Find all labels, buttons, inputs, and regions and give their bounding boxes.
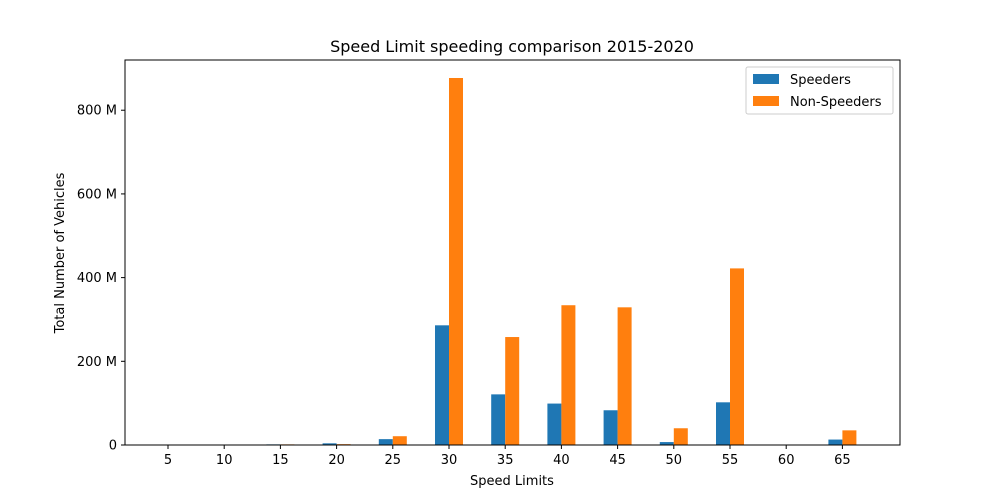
bar-non-speeders-65 xyxy=(842,430,857,445)
x-tick-label-35: 35 xyxy=(497,453,514,468)
bar-speeders-40 xyxy=(547,403,562,445)
bar-speeders-55 xyxy=(716,402,730,445)
y-tick-label-400: 400 M xyxy=(77,271,117,286)
legend-label-non-speeders: Non-Speeders xyxy=(790,95,882,110)
y-tick-label-0: 0 xyxy=(109,439,117,454)
bar-non-speeders-45 xyxy=(617,307,632,445)
y-tick-label-200: 200 M xyxy=(77,355,117,370)
y-tick-label-600: 600 M xyxy=(77,187,117,202)
x-tick-label-60: 60 xyxy=(778,453,795,468)
legend-swatch-non-speeders xyxy=(753,96,779,106)
bar-non-speeders-30 xyxy=(449,77,463,445)
x-axis-label: Speed Limits xyxy=(470,474,554,489)
bar-non-speeders-55 xyxy=(730,268,744,445)
bar-non-speeders-50 xyxy=(673,428,688,445)
x-tick-label-25: 25 xyxy=(385,453,402,468)
x-tick-label-20: 20 xyxy=(328,453,345,468)
x-tick-label-10: 10 xyxy=(216,453,233,468)
x-tick-label-50: 50 xyxy=(666,453,683,468)
plot-frame xyxy=(124,59,901,446)
x-tick-label-15: 15 xyxy=(272,453,289,468)
legend-label-speeders: Speeders xyxy=(790,73,851,88)
x-tick-label-65: 65 xyxy=(834,453,851,468)
y-tick-label-800: 800 M xyxy=(77,104,117,119)
legend-swatch-speeders xyxy=(753,74,779,84)
bar-speeders-20 xyxy=(322,443,337,445)
bar-speeders-25 xyxy=(378,439,393,445)
bars-layer xyxy=(154,77,857,445)
bar-speeders-35 xyxy=(491,394,506,445)
y-axis-label: Total Number of Vehicles xyxy=(53,172,68,334)
ticks-layer: 5 10 15 20 25 30 35 40 45 50 55 60 65 0 200 M 400 M 600 … xyxy=(77,104,851,468)
bar-speeders-30 xyxy=(435,325,449,445)
x-tick-label-40: 40 xyxy=(553,453,570,468)
x-tick-label-30: 30 xyxy=(441,453,458,468)
bar-non-speeders-35 xyxy=(505,337,520,445)
bar-non-speeders-25 xyxy=(392,436,407,445)
x-tick-label-5: 5 xyxy=(164,453,172,468)
chart-title: Speed Limit speeding comparison 2015-202… xyxy=(330,37,694,56)
x-tick-label-55: 55 xyxy=(722,453,739,468)
legend-box xyxy=(745,66,894,115)
bar-speeders-45 xyxy=(603,410,618,445)
legend: Speeders Non-Speeders xyxy=(745,66,894,115)
bar-speeders-50 xyxy=(659,442,674,445)
bar-speeders-65 xyxy=(828,439,843,445)
bar-non-speeders-40 xyxy=(561,305,576,445)
x-tick-label-45: 45 xyxy=(609,453,626,468)
